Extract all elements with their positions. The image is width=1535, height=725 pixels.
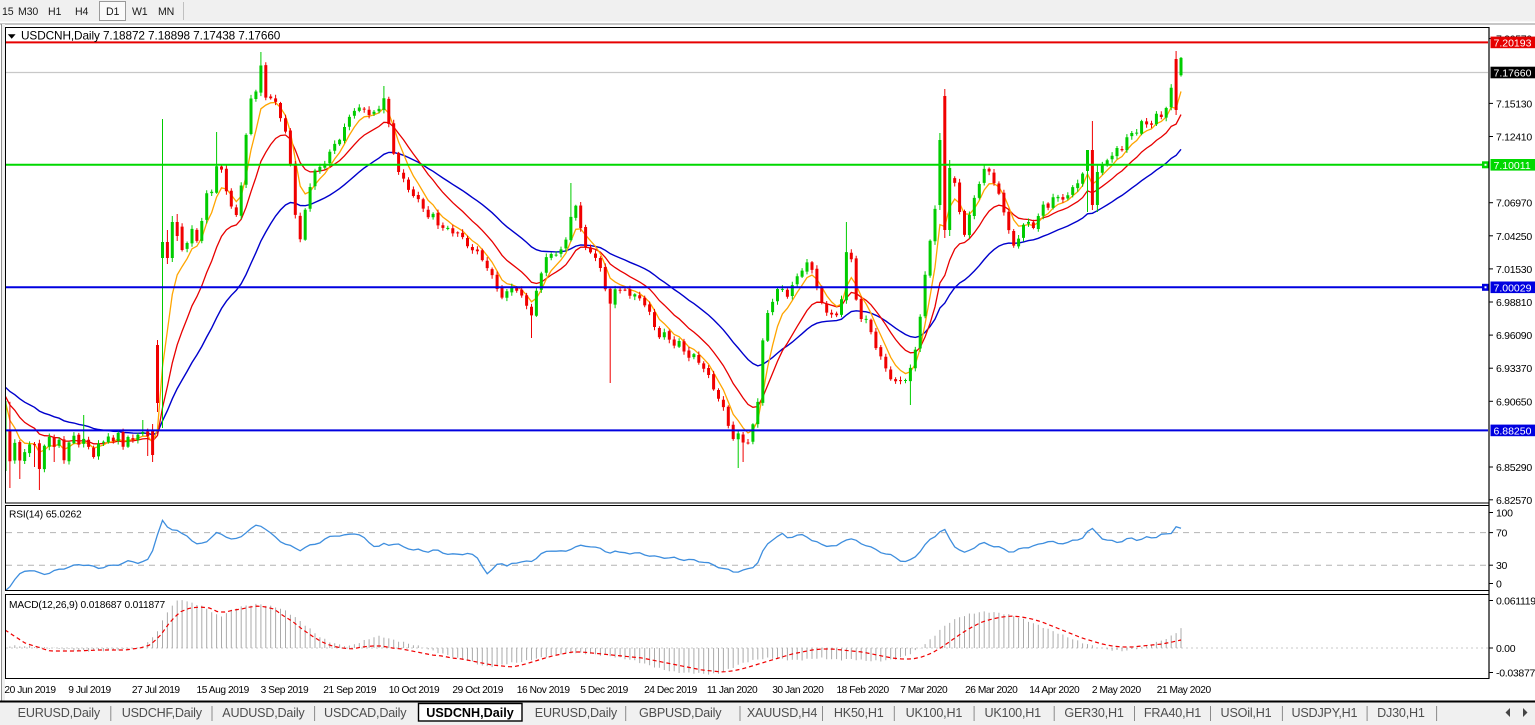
svg-text:15: 15 xyxy=(2,6,14,18)
svg-text:30 Jan 2020: 30 Jan 2020 xyxy=(772,685,824,696)
svg-text:HK50,H1: HK50,H1 xyxy=(834,706,884,720)
svg-text:7.10011: 7.10011 xyxy=(1494,160,1531,172)
svg-text:7.12410: 7.12410 xyxy=(1496,132,1532,144)
svg-text:9 Jul 2019: 9 Jul 2019 xyxy=(68,685,111,696)
svg-text:6.82570: 6.82570 xyxy=(1496,495,1532,507)
svg-text:24 Dec 2019: 24 Dec 2019 xyxy=(644,685,698,696)
svg-text:14 Apr 2020: 14 Apr 2020 xyxy=(1029,685,1080,696)
svg-text:7.06970: 7.06970 xyxy=(1496,198,1532,210)
svg-text:16 Nov 2019: 16 Nov 2019 xyxy=(517,685,571,696)
svg-text:MN: MN xyxy=(158,6,174,18)
svg-text:15 Aug 2019: 15 Aug 2019 xyxy=(197,685,250,696)
svg-text:29 Oct 2019: 29 Oct 2019 xyxy=(452,685,503,696)
svg-text:D1: D1 xyxy=(106,6,119,18)
svg-text:GER30,H1: GER30,H1 xyxy=(1064,706,1123,720)
svg-text:EURUSD,Daily: EURUSD,Daily xyxy=(535,706,618,720)
svg-text:USDCNH,Daily 7.18872 7.18898: USDCNH,Daily 7.18872 7.18898 7.17438 7.1… xyxy=(21,29,281,43)
svg-text:100: 100 xyxy=(1496,508,1513,520)
svg-text:10 Oct 2019: 10 Oct 2019 xyxy=(389,685,440,696)
svg-text:21 Sep 2019: 21 Sep 2019 xyxy=(323,685,377,696)
svg-text:3 Sep 2019: 3 Sep 2019 xyxy=(261,685,309,696)
svg-text:6.98810: 6.98810 xyxy=(1496,297,1532,309)
svg-text:21 May 2020: 21 May 2020 xyxy=(1157,685,1212,696)
svg-text:7 Mar 2020: 7 Mar 2020 xyxy=(900,685,948,696)
svg-text:70: 70 xyxy=(1496,528,1508,540)
svg-text:11 Jan 2020: 11 Jan 2020 xyxy=(707,685,758,696)
svg-text:USOil,H1: USOil,H1 xyxy=(1221,706,1272,720)
svg-text:5 Dec 2019: 5 Dec 2019 xyxy=(580,685,628,696)
svg-text:7.00029: 7.00029 xyxy=(1494,282,1532,294)
svg-text:30: 30 xyxy=(1496,560,1508,572)
svg-text:2 May 2020: 2 May 2020 xyxy=(1092,685,1142,696)
svg-text:XAUUSD,H4: XAUUSD,H4 xyxy=(747,706,817,720)
svg-text:6.90650: 6.90650 xyxy=(1496,396,1532,408)
svg-text:0: 0 xyxy=(1496,579,1502,591)
svg-text:H1: H1 xyxy=(48,6,61,18)
svg-text:H4: H4 xyxy=(75,6,88,18)
svg-text:6.96090: 6.96090 xyxy=(1496,330,1532,342)
svg-text:6.85290: 6.85290 xyxy=(1496,462,1532,474)
svg-text:USDJPY,H1: USDJPY,H1 xyxy=(1291,706,1357,720)
svg-text:7.15130: 7.15130 xyxy=(1496,98,1532,110)
svg-text:DJ30,H1: DJ30,H1 xyxy=(1377,706,1425,720)
svg-text:GBPUSD,Daily: GBPUSD,Daily xyxy=(639,706,722,720)
svg-text:7.04250: 7.04250 xyxy=(1496,231,1532,243)
svg-text:UK100,H1: UK100,H1 xyxy=(984,706,1041,720)
svg-text:AUDUSD,Daily: AUDUSD,Daily xyxy=(222,706,305,720)
svg-text:26 Mar 2020: 26 Mar 2020 xyxy=(965,685,1018,696)
svg-text:6.88250: 6.88250 xyxy=(1494,425,1532,437)
svg-text:FRA40,H1: FRA40,H1 xyxy=(1144,706,1201,720)
svg-text:USDCHF,Daily: USDCHF,Daily xyxy=(122,706,203,720)
svg-text:EURUSD,Daily: EURUSD,Daily xyxy=(18,706,101,720)
svg-text:7.01530: 7.01530 xyxy=(1496,264,1532,276)
svg-text:0.061119: 0.061119 xyxy=(1496,596,1535,608)
svg-text:M30: M30 xyxy=(18,6,38,18)
svg-text:USDCAD,Daily: USDCAD,Daily xyxy=(324,706,407,720)
svg-text:6.93370: 6.93370 xyxy=(1496,363,1532,375)
svg-text:0.00: 0.00 xyxy=(1496,643,1516,655)
svg-text:UK100,H1: UK100,H1 xyxy=(906,706,963,720)
svg-text:USDCNH,Daily: USDCNH,Daily xyxy=(426,706,513,720)
svg-text:W1: W1 xyxy=(132,6,148,18)
svg-text:27 Jul 2019: 27 Jul 2019 xyxy=(132,685,181,696)
svg-text:MACD(12,26,9) 0.018687 0.01187: MACD(12,26,9) 0.018687 0.011877 xyxy=(9,600,165,611)
svg-text:7.20193: 7.20193 xyxy=(1494,37,1532,49)
svg-text:RSI(14) 65.0262: RSI(14) 65.0262 xyxy=(9,510,82,521)
svg-text:20 Jun 2019: 20 Jun 2019 xyxy=(4,685,56,696)
svg-text:18 Feb 2020: 18 Feb 2020 xyxy=(836,685,889,696)
svg-text:7.17660: 7.17660 xyxy=(1494,68,1532,80)
